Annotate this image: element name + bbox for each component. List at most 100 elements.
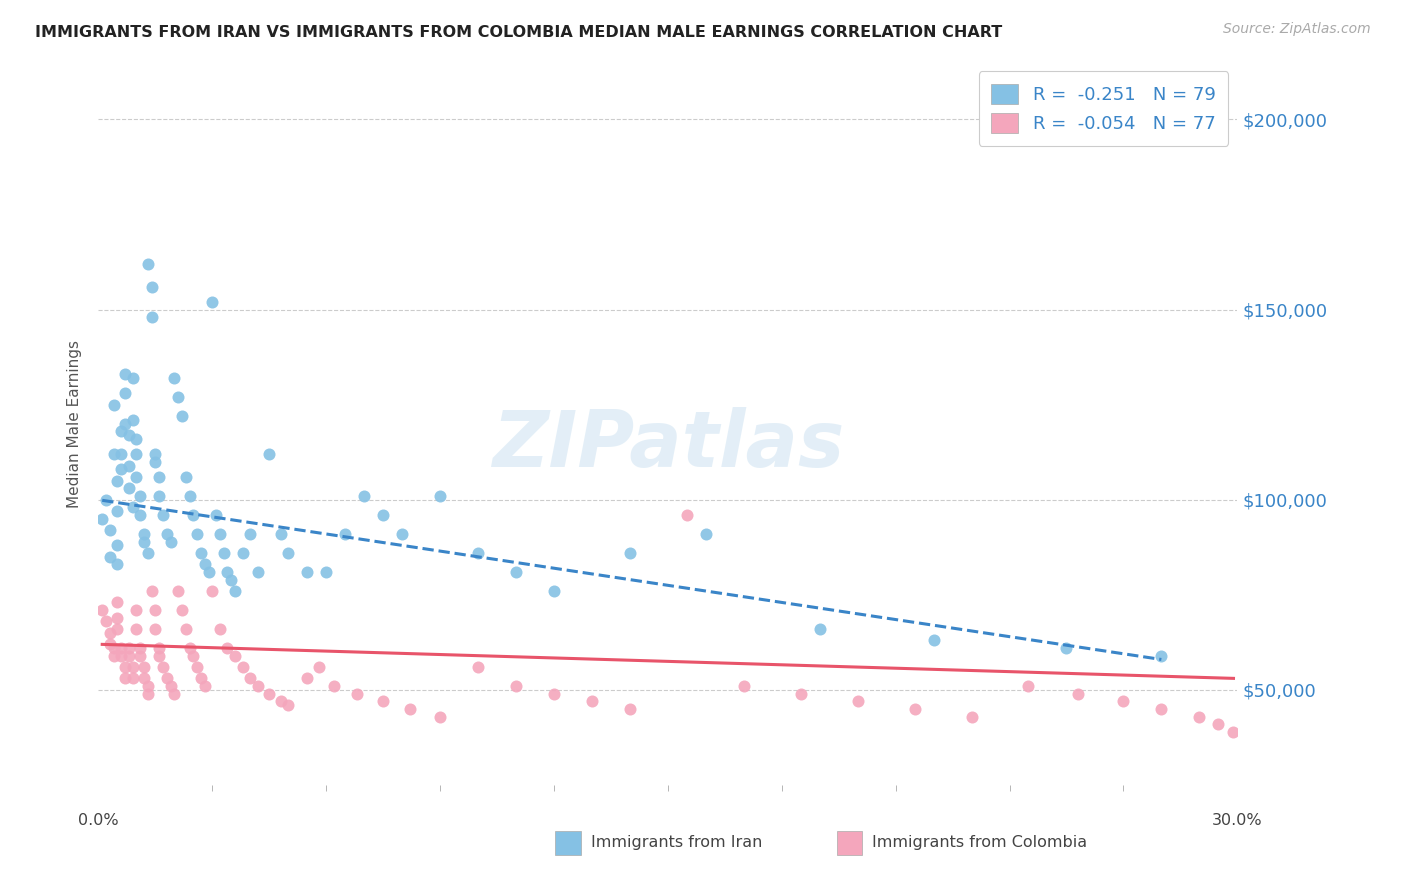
Point [217,641,239,656]
Point [125,622,148,636]
Point [543,584,565,599]
Point [103,447,125,461]
Point [125,470,148,484]
Point [145,622,167,636]
Point [270,694,292,708]
Point [125,447,148,461]
Point [118,428,141,442]
Point [322,679,344,693]
Text: Immigrants from Iran: Immigrants from Iran [591,836,762,850]
Point [808,622,831,636]
Point [194,558,217,572]
Point [259,447,281,461]
Point [315,565,337,579]
Point [148,641,170,656]
Point [141,280,163,294]
Text: Immigrants from Colombia: Immigrants from Colombia [872,836,1087,850]
Point [145,455,167,469]
Point [103,641,125,656]
Point [107,622,129,636]
Legend: R =  -0.251   N = 79, R =  -0.054   N = 77: R = -0.251 N = 79, R = -0.054 N = 77 [979,71,1229,145]
Point [246,679,269,693]
Point [98,523,121,537]
Point [733,679,755,693]
Point [277,698,299,712]
Point [391,527,413,541]
Point [167,584,190,599]
Point [676,508,699,522]
Point [179,641,201,656]
Point [467,546,489,560]
Point [98,637,121,651]
Point [159,534,181,549]
Point [205,508,228,522]
Point [335,527,357,541]
Point [118,481,141,495]
Point [114,672,136,686]
Point [118,458,141,473]
Point [1208,717,1230,731]
Point [1150,648,1173,663]
Point [221,573,243,587]
Point [125,432,148,446]
Point [98,549,121,564]
Point [121,413,143,427]
Point [148,489,170,503]
Point [107,610,129,624]
Point [246,565,269,579]
Point [107,595,129,609]
Point [1056,641,1078,656]
Point [121,371,143,385]
Point [277,546,299,560]
Point [179,489,201,503]
Point [186,527,208,541]
Point [1188,709,1211,723]
Point [505,679,527,693]
Point [1018,679,1040,693]
Point [136,257,159,271]
Point [156,527,179,541]
Point [156,672,179,686]
Point [114,660,136,674]
Point [145,447,167,461]
Text: IMMIGRANTS FROM IRAN VS IMMIGRANTS FROM COLOMBIA MEDIAN MALE EARNINGS CORRELATIO: IMMIGRANTS FROM IRAN VS IMMIGRANTS FROM … [35,25,1002,40]
Bar [837,831,862,855]
Text: 0.0%: 0.0% [79,814,118,828]
Point [194,679,217,693]
Point [183,648,205,663]
Point [163,687,186,701]
Point [1222,724,1244,739]
Point [103,648,125,663]
Point [467,660,489,674]
Point [297,565,319,579]
Point [224,648,246,663]
Point [239,672,262,686]
Point [190,546,212,560]
Point [98,625,121,640]
Point [118,641,141,656]
Point [190,672,212,686]
Point [174,622,197,636]
Point [110,447,132,461]
Point [114,386,136,401]
Point [148,648,170,663]
Point [270,527,292,541]
Point [201,295,224,310]
Point [1150,702,1173,716]
Point [163,371,186,385]
Point [110,462,132,476]
Point [208,622,231,636]
Point [922,633,945,648]
Point [201,584,224,599]
Point [129,648,152,663]
Point [152,508,174,522]
Point [159,679,181,693]
Point [152,660,174,674]
Point [148,470,170,484]
Point [224,584,246,599]
Point [167,390,190,404]
Point [232,660,254,674]
Point [94,492,117,507]
Point [183,508,205,522]
Point [141,310,163,325]
